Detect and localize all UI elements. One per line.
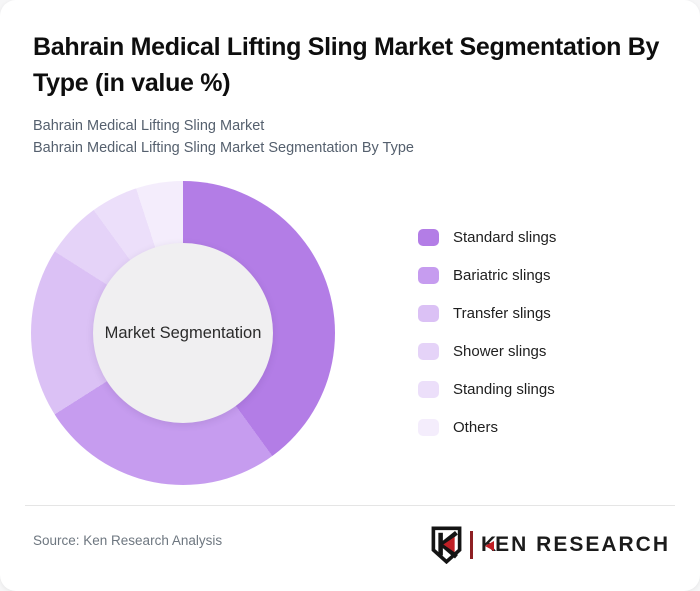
footer-divider <box>25 505 675 506</box>
legend: Standard slings Bariatric slings Transfer … <box>418 227 556 455</box>
legend-item: Shower slings <box>418 341 556 361</box>
subtitle-line-2: Bahrain Medical Lifting Sling Market Seg… <box>33 140 414 156</box>
legend-item: Standing slings <box>418 379 556 399</box>
page-title: Bahrain Medical Lifting Sling Market Seg… <box>33 33 660 97</box>
legend-item: Others <box>418 417 556 437</box>
donut-chart: Market Segmentation <box>31 181 335 485</box>
legend-swatch <box>418 266 439 284</box>
logo-wordmark: KEN RESEARCH <box>481 533 670 557</box>
logo-separator <box>469 531 473 559</box>
legend-swatch <box>418 342 439 360</box>
legend-label: Shower slings <box>453 342 547 360</box>
legend-label: Standing slings <box>453 380 555 398</box>
logo-letters-rest: EN RESEARCH <box>495 533 670 556</box>
legend-item: Transfer slings <box>418 303 556 323</box>
ken-research-logo: KEN RESEARCH <box>430 526 670 564</box>
legend-swatch <box>418 418 439 436</box>
logo-shield-icon <box>431 526 462 564</box>
donut-center-label: Market Segmentation <box>104 323 262 342</box>
legend-label: Others <box>453 418 499 436</box>
legend-item: Bariatric slings <box>418 265 556 285</box>
legend-swatch <box>418 228 439 246</box>
source-text: Source: Ken Research Analysis <box>33 533 223 548</box>
legend-label: Standard slings <box>453 228 557 246</box>
legend-item: Standard slings <box>418 227 556 247</box>
subtitle-line-1: Bahrain Medical Lifting Sling Market <box>33 118 265 134</box>
logo-red-triangle-icon <box>485 541 495 551</box>
legend-label: Bariatric slings <box>453 266 551 284</box>
legend-label: Transfer slings <box>453 304 551 322</box>
subtitle-block: Bahrain Medical Lifting Sling Market Bah… <box>33 115 670 159</box>
donut-center: Market Segmentation <box>93 243 273 423</box>
legend-swatch <box>418 304 439 322</box>
legend-swatch <box>418 380 439 398</box>
